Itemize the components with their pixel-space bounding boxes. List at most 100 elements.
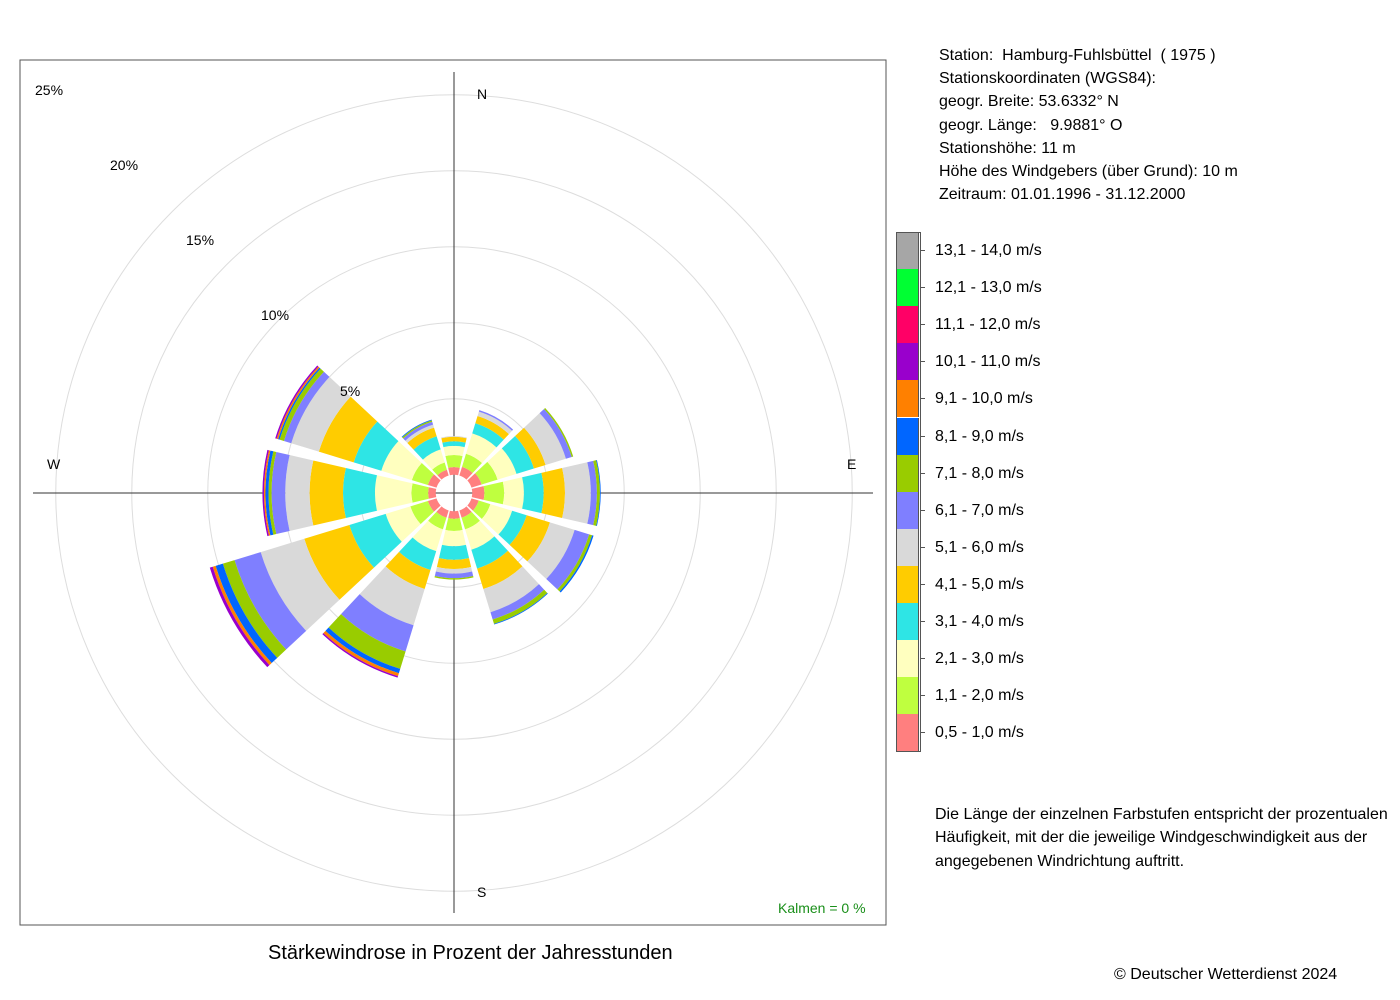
legend-tick [920, 695, 925, 697]
legend-label: 4,1 - 5,0 m/s [935, 575, 1024, 593]
station-info-line: Stationshöhe: 11 m [939, 139, 1076, 157]
sector-9-class-1 [411, 483, 429, 503]
legend-tick [920, 732, 925, 734]
sector-8-class-6 [234, 552, 307, 650]
radial-tick-1: 5% [340, 383, 360, 399]
legend-tick [920, 621, 925, 622]
sector-7-class-8 [325, 627, 401, 674]
sector-10-class-3 [353, 421, 399, 471]
sector-7-class-4 [385, 551, 431, 589]
sector-3-class-7 [593, 460, 600, 526]
sector-8-class-5 [260, 538, 340, 631]
legend-item: 1,1 - 2,0 m/s [896, 677, 1056, 715]
sector-5-class-6 [490, 584, 545, 620]
legend-swatch [896, 417, 919, 455]
legend-item: 3,1 - 4,0 m/s [896, 603, 1056, 640]
sector-3-class-4 [541, 468, 565, 518]
sector-1-class-5 [477, 411, 513, 435]
station-info-line: Höhe des Windgebers (über Grund): 10 m [939, 163, 1238, 181]
sector-5-class-1 [461, 511, 480, 530]
legend-swatch [896, 343, 919, 381]
legend-label: 11,1 - 12,0 m/s [935, 316, 1041, 334]
sector-4-class-7 [557, 534, 593, 592]
legend-tick [920, 546, 925, 548]
sector-4-class-1 [472, 500, 491, 519]
sector-6-class-5 [435, 567, 473, 574]
sector-11-class-3 [413, 436, 441, 460]
legend-tick [920, 435, 925, 437]
legend-item: 13,1 - 14,0 m/s [896, 232, 1056, 269]
sector-9-class-7 [268, 451, 277, 535]
sector-6-class-4 [436, 558, 472, 569]
radial-tick-5: 25% [35, 82, 63, 98]
legend-label: 8,1 - 9,0 m/s [935, 427, 1024, 445]
sector-7-class-9 [323, 630, 399, 677]
sector-3-class-3 [522, 472, 544, 514]
sector-1-class-4 [475, 415, 509, 440]
sector-1-class-6 [478, 410, 514, 431]
legend-swatch [896, 454, 919, 492]
sector-3-class-1 [483, 481, 505, 505]
sector-6-class-1 [445, 518, 463, 532]
legend-tick [920, 658, 925, 660]
sector-7-class-0 [436, 506, 449, 518]
sector-2-class-7 [544, 408, 574, 457]
sector-10-class-2 [381, 441, 422, 481]
sector-5-class-0 [459, 506, 472, 518]
sector-9-class-8 [265, 450, 274, 536]
sector-6-class-2 [442, 530, 466, 547]
sector-1-class-0 [459, 466, 473, 480]
legend-tick [920, 324, 925, 326]
sector-5-class-4 [477, 550, 523, 589]
sector-2-class-6 [539, 409, 572, 459]
sector-11-class-2 [422, 449, 445, 470]
sector-10-class-7 [279, 368, 324, 441]
sector-0-class-3 [442, 441, 466, 448]
sector-7-class-1 [428, 511, 447, 530]
legend-label: 13,1 - 14,0 m/s [935, 242, 1042, 259]
legend-item: 11,1 - 12,0 m/s [896, 306, 1056, 344]
sector-4-class-0 [467, 498, 479, 511]
sector-9-class-3 [343, 468, 377, 518]
legend-item: 4,1 - 5,0 m/s [896, 565, 1056, 603]
station-info-line: Stationskoordinaten (WGS84): [939, 70, 1156, 88]
legend-tick [920, 398, 925, 400]
chart-note: Die Länge der einzelnen Farbstufen entsp… [935, 806, 1388, 870]
sector-2-class-0 [467, 473, 482, 488]
sector-5-class-3 [471, 536, 508, 569]
sector-7-class-2 [412, 520, 443, 552]
sector-8-class-0 [427, 498, 441, 512]
legend-tick [920, 583, 925, 585]
sector-9-class-10 [262, 449, 269, 537]
legend-item: 5,1 - 6,0 m/s [896, 528, 1056, 566]
radial-tick-3: 15% [186, 232, 214, 248]
legend-item: 0,5 - 1,0 m/s [896, 714, 1056, 752]
sector-8-class-4 [304, 525, 374, 600]
sector-3-class-6 [587, 460, 597, 526]
station-info-line: Zeitraum: 01.01.1996 - 31.12.2000 [939, 186, 1186, 204]
radial-tick-4: 20% [110, 157, 138, 173]
sector-11-class-4 [407, 427, 437, 450]
sector-9-class-6 [271, 451, 290, 535]
sector-1-class-3 [472, 423, 504, 448]
sector-9-class-0 [428, 487, 437, 499]
sector-8-class-8 [215, 563, 278, 664]
sector-3-class-5 [562, 462, 591, 524]
sector-8-class-1 [410, 501, 434, 525]
sector-9-class-9 [264, 450, 271, 536]
sector-0-class-0 [448, 467, 460, 476]
sector-11-class-5 [405, 424, 434, 443]
legend-label: 6,1 - 7,0 m/s [935, 501, 1024, 519]
sector-1-class-2 [466, 433, 497, 463]
sector-8-class-7 [222, 560, 287, 658]
sector-9-class-4 [309, 460, 346, 526]
legend-label: 10,1 - 11,0 m/s [935, 353, 1041, 371]
sector-4-class-2 [481, 504, 513, 535]
sector-6-class-0 [448, 510, 460, 519]
calm-label: Kalmen = 0 % [778, 900, 866, 916]
legend-tick [920, 472, 925, 474]
speed-legend: 13,1 - 14,0 m/s 12,1 - 13,0 m/s 11,1 - 12,… [896, 232, 1056, 752]
sector-2-class-3 [501, 435, 534, 474]
direction-label-e: E [847, 456, 856, 472]
legend-swatch [896, 491, 919, 529]
